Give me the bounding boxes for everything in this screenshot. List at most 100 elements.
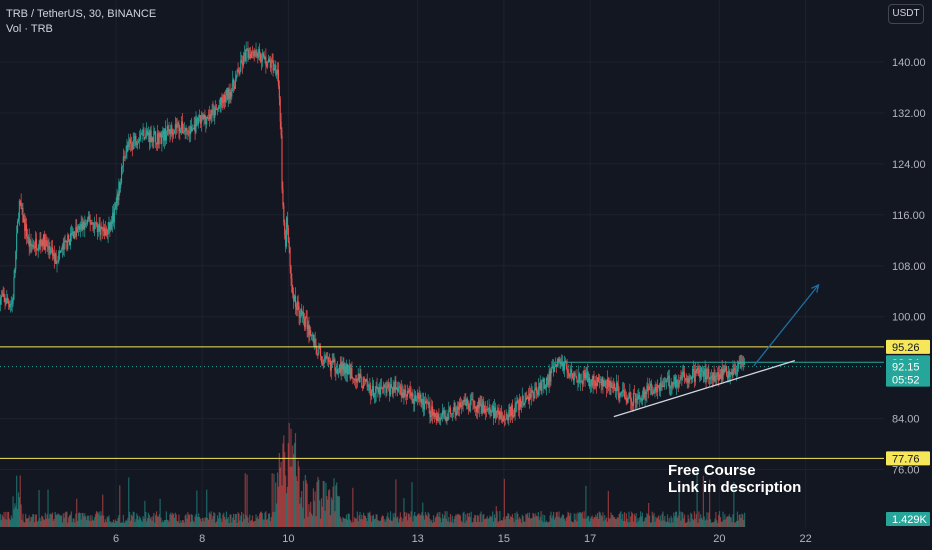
volume-bar	[432, 522, 434, 527]
candle-body	[435, 413, 437, 417]
volume-bar	[574, 519, 576, 527]
volume-bar	[649, 522, 652, 527]
volume-bar	[88, 520, 90, 527]
candle-body	[58, 251, 60, 262]
volume-bar	[347, 513, 349, 527]
volume-bar	[442, 518, 444, 527]
candle-body	[431, 406, 433, 416]
volume-bar	[514, 513, 516, 527]
volume-bar	[10, 515, 12, 527]
candle-body	[150, 130, 152, 143]
volume-bar	[569, 515, 571, 527]
symbol-title[interactable]: TRB / TetherUS, 30, BINANCE	[6, 8, 157, 20]
volume-bar	[198, 517, 201, 527]
candle-body	[84, 223, 86, 230]
candle-body	[201, 115, 203, 116]
candle-body	[628, 393, 630, 399]
candle-body	[634, 393, 636, 403]
candle-body	[576, 377, 578, 383]
volume-bar	[332, 486, 334, 527]
volume-bar	[437, 512, 439, 527]
volume-bar	[667, 521, 670, 527]
candle-body	[181, 121, 183, 130]
volume-bar	[33, 522, 36, 527]
candle-body	[654, 386, 656, 392]
volume-bar	[478, 522, 480, 527]
candle-body	[101, 226, 103, 228]
candle-body	[566, 366, 568, 372]
volume-bar	[634, 516, 636, 527]
volume-bar	[111, 522, 113, 527]
candle-body	[182, 132, 184, 134]
candle-body	[106, 234, 108, 236]
candle-body	[705, 369, 707, 380]
volume-indicator-label[interactable]: Vol · TRB	[6, 23, 53, 35]
candle-body	[688, 378, 690, 383]
volume-bar	[222, 514, 224, 527]
volume-bar	[613, 516, 615, 527]
volume-bar	[400, 516, 402, 527]
candle-body	[34, 247, 36, 249]
volume-bar	[668, 517, 670, 527]
volume-bar	[551, 518, 553, 527]
volume-bar	[430, 521, 432, 527]
candle-body	[34, 239, 37, 248]
volume-bar	[294, 433, 297, 527]
volume-bar	[282, 443, 284, 527]
volume-bar	[684, 522, 687, 527]
volume-bar	[733, 481, 735, 527]
volume-bar	[170, 512, 172, 527]
candle-body	[81, 224, 83, 230]
candle-body	[191, 128, 193, 132]
volume-bar	[66, 511, 68, 527]
currency-button[interactable]: USDT	[888, 4, 924, 24]
volume-bar	[55, 514, 57, 527]
volume-bar	[401, 521, 403, 527]
volume-bar	[693, 511, 696, 527]
candle-body	[729, 372, 731, 377]
candle-body	[531, 390, 533, 392]
volume-bar	[279, 467, 281, 527]
candle-body	[59, 251, 61, 253]
volume-bar	[560, 518, 562, 527]
candle-body	[128, 141, 130, 147]
candle-body	[17, 218, 20, 222]
candle-body	[110, 221, 112, 230]
volume-bar	[60, 515, 63, 527]
volume-bar	[28, 515, 30, 527]
candle-body	[405, 390, 407, 396]
volume-bar	[90, 521, 92, 527]
candle-body	[232, 79, 234, 90]
volume-bar	[528, 512, 531, 527]
volume-bar	[719, 517, 721, 527]
volume-bar	[683, 518, 685, 527]
volume-bar	[221, 521, 223, 527]
volume-bar	[552, 515, 554, 527]
candle-body	[368, 385, 370, 387]
volume-bar	[438, 516, 440, 527]
volume-bar	[479, 513, 481, 527]
candle-body	[575, 376, 577, 378]
volume-bar	[245, 515, 247, 527]
y-tick-label: 140.00	[892, 57, 926, 69]
volume-bar	[471, 522, 473, 527]
volume-bar	[3, 512, 5, 527]
volume-bar	[116, 521, 118, 527]
candle-body	[712, 372, 714, 380]
candle-body	[203, 114, 205, 119]
volume-bar	[466, 513, 469, 527]
volume-bar	[720, 521, 722, 527]
candle-body	[436, 416, 438, 421]
volume-bar	[449, 513, 452, 527]
volume-bar	[446, 511, 448, 527]
volume-bar	[718, 515, 720, 527]
volume-bar	[558, 511, 560, 527]
candle-body	[225, 89, 227, 96]
volume-bar	[501, 520, 504, 527]
volume-bar	[354, 518, 357, 527]
volume-bar	[553, 519, 556, 527]
volume-bar	[607, 490, 609, 527]
volume-bar	[700, 517, 703, 527]
volume-bar	[568, 512, 570, 527]
